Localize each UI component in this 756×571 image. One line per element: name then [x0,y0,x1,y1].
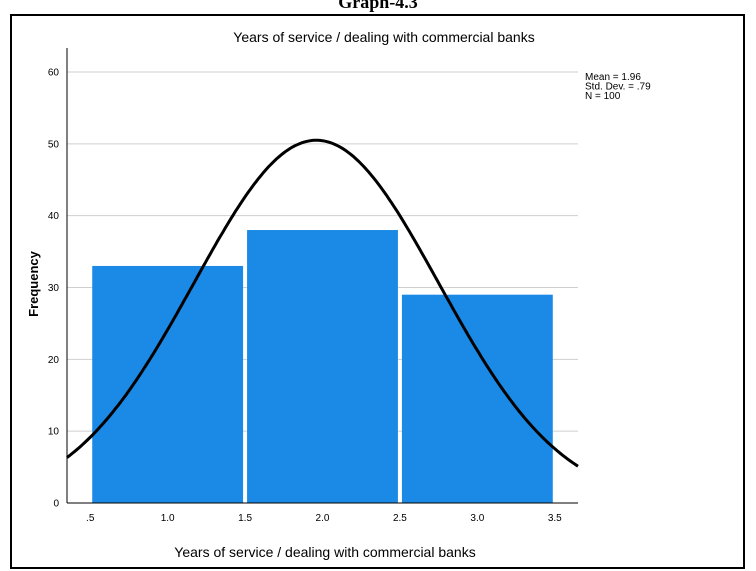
x-tick-label: 3.5 [548,513,562,524]
normal-curve [66,138,579,468]
y-tick-label: 30 [48,283,60,294]
y-tick-label: 50 [48,139,60,150]
x-tick-label: 2.5 [393,513,407,524]
x-tick-label: 1.0 [161,513,175,524]
x-tick-label: 3.0 [470,513,484,524]
x-tick-labels: .5 1.0 1.5 2.0 2.5 3.0 3.5 [86,513,562,524]
x-tick-label: .5 [86,513,95,524]
x-tick-label: 1.5 [238,513,252,524]
stat-line: Std. Dev. = .79 [585,82,651,93]
y-tick-labels: 0 10 20 30 40 50 60 [48,68,60,510]
y-tick-label: 0 [53,499,59,510]
y-tick-label: 20 [48,355,60,366]
y-axis-title: Frequency [26,250,41,317]
y-tick-label: 40 [48,211,60,222]
x-tick-label: 2.0 [316,513,330,524]
axes [66,48,578,504]
histogram-bar [401,294,553,503]
bars [92,230,553,504]
histogram-bar [247,230,398,504]
x-axis-title: Years of service / dealing with commerci… [174,544,475,560]
y-tick-label: 10 [48,427,60,438]
stat-line: Mean = 1.96 [585,72,641,83]
histogram-bar [92,265,244,503]
chart-title: Years of service / dealing with commerci… [233,29,534,45]
graph-heading: Graph-4.3 [338,0,418,12]
stat-line: N = 100 [585,91,621,102]
y-tick-label: 60 [48,68,60,79]
